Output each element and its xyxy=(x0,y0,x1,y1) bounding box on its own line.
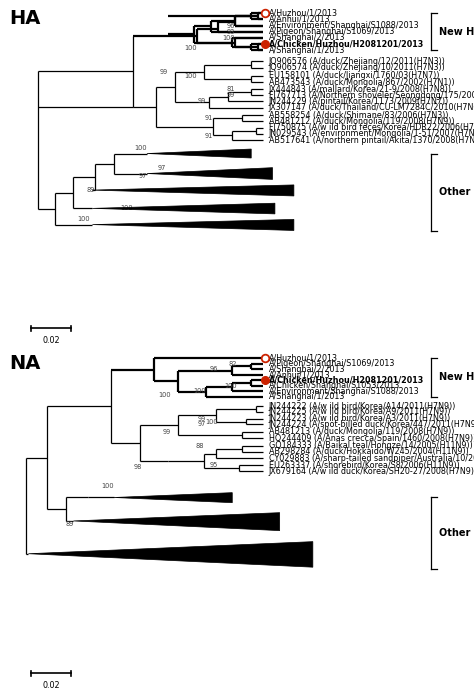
Text: Other N9 lineages: Other N9 lineages xyxy=(439,528,474,538)
Text: A/Huzhou/1/2013: A/Huzhou/1/2013 xyxy=(269,353,338,363)
Text: A/Anhui/1/2013: A/Anhui/1/2013 xyxy=(269,14,330,24)
Text: 100: 100 xyxy=(101,484,114,489)
Text: JN244225 (A/w ild bird/Korea/A9/2011(H7N9)): JN244225 (A/w ild bird/Korea/A9/2011(H7N… xyxy=(269,407,451,417)
Text: 100: 100 xyxy=(205,419,218,424)
Text: 100: 100 xyxy=(77,216,90,222)
Text: 100: 100 xyxy=(120,205,133,210)
Text: AB517641 (A/northern pintail/Akita/1370/2008(H7N7)): AB517641 (A/northern pintail/Akita/1370/… xyxy=(269,135,474,145)
Text: A/Pigeon/Shanghai/S1069/2013: A/Pigeon/Shanghai/S1069/2013 xyxy=(269,27,395,37)
Text: JN244223 (A/w ild bird/Korea/A3/2011(H7N9)): JN244223 (A/w ild bird/Korea/A3/2011(H7N… xyxy=(269,414,451,424)
Text: AB473543 (A/duck/Mongolia/867/2002(H7N1)): AB473543 (A/duck/Mongolia/867/2002(H7N1)… xyxy=(269,77,455,87)
Text: AB481213 (A/duck/Mongolia/119/2008(H7N9)): AB481213 (A/duck/Mongolia/119/2008(H7N9)… xyxy=(269,427,454,437)
Text: JX679164 (A/w ild duck/Korea/SH20-27/2008(H7N9)): JX679164 (A/w ild duck/Korea/SH20-27/200… xyxy=(269,466,474,476)
Text: 100: 100 xyxy=(222,35,235,41)
Text: A/Huzhou/1/2013: A/Huzhou/1/2013 xyxy=(269,8,338,18)
Text: 96: 96 xyxy=(210,366,218,372)
Text: JN029543 (A/environment/Mongolia/1-51/2007(H7N7)): JN029543 (A/environment/Mongolia/1-51/20… xyxy=(269,129,474,139)
Text: 100: 100 xyxy=(158,392,171,397)
Text: A/Chicken/Huzhou/H2081201/2013: A/Chicken/Huzhou/H2081201/2013 xyxy=(269,375,424,385)
Text: A/Shanghai/1/2013: A/Shanghai/1/2013 xyxy=(269,46,345,55)
Text: AB298284 (A/duck/Hokkaido/W245/2004(H11N9)): AB298284 (A/duck/Hokkaido/W245/2004(H11N… xyxy=(269,447,468,457)
Text: 100: 100 xyxy=(224,383,237,388)
Text: NA: NA xyxy=(9,353,41,373)
Text: A/Chicken/Huzhou/H2081201/2013: A/Chicken/Huzhou/H2081201/2013 xyxy=(269,39,424,49)
Text: New H7N9: New H7N9 xyxy=(439,27,474,37)
Text: 100: 100 xyxy=(184,72,197,79)
Polygon shape xyxy=(92,185,294,196)
Text: 89: 89 xyxy=(65,522,73,527)
Text: 99: 99 xyxy=(227,92,235,98)
Text: HQ244409 (A/Anas crecca/Spain/1460/2008(H7N9)): HQ244409 (A/Anas crecca/Spain/1460/2008(… xyxy=(269,433,474,443)
Text: JN244222 (A/w ild bird/Korea/A14/2011(H7N9)): JN244222 (A/w ild bird/Korea/A14/2011(H7… xyxy=(269,402,456,411)
Text: A/Shanghai/2/2013: A/Shanghai/2/2013 xyxy=(269,33,345,43)
Text: HA: HA xyxy=(9,8,41,28)
Text: 89: 89 xyxy=(86,187,95,193)
Text: 99: 99 xyxy=(198,99,206,104)
Text: 91: 91 xyxy=(205,115,213,121)
Polygon shape xyxy=(147,168,273,179)
Text: 100: 100 xyxy=(134,146,147,151)
Text: 96: 96 xyxy=(226,23,235,28)
Text: JX444843 (A/mallard/Korea/21-9/2008(H7N8)): JX444843 (A/mallard/Korea/21-9/2008(H7N8… xyxy=(269,84,452,94)
Polygon shape xyxy=(147,149,251,158)
Text: JN244224 (A/spot-billed duck/Korea/447/2011(H7N9)): JN244224 (A/spot-billed duck/Korea/447/2… xyxy=(269,420,474,429)
Text: 100: 100 xyxy=(193,388,206,394)
Text: 99: 99 xyxy=(198,416,206,422)
Polygon shape xyxy=(92,204,275,214)
Text: Other H7 lineages: Other H7 lineages xyxy=(439,188,474,197)
Text: 91: 91 xyxy=(205,133,213,139)
Text: 97: 97 xyxy=(138,173,147,179)
Text: A/Chicken/Shanghai/S1053/2013: A/Chicken/Shanghai/S1053/2013 xyxy=(269,381,400,391)
Text: 99: 99 xyxy=(160,69,168,75)
Text: JX307147 (A/duck/Thailand/CU-LM7284C/2010(H7N6)): JX307147 (A/duck/Thailand/CU-LM7284C/201… xyxy=(269,103,474,112)
Text: FJ750875 (A/w ild bird feces/Korea/HDR22/2006(H7N7)): FJ750875 (A/w ild bird feces/Korea/HDR22… xyxy=(269,123,474,132)
Text: JQ906574 (A/duck/Zhejiang/10/2011(H7N3)): JQ906574 (A/duck/Zhejiang/10/2011(H7N3)) xyxy=(269,63,446,72)
Text: A/Environment/Shanghai/S1088/2013: A/Environment/Shanghai/S1088/2013 xyxy=(269,21,419,30)
Text: EU158101 (A/duck/Jiangxi/1760/03(H7N7)): EU158101 (A/duck/Jiangxi/1760/03(H7N7)) xyxy=(269,71,439,81)
Text: 97: 97 xyxy=(198,422,206,427)
Text: New H7N9: New H7N9 xyxy=(439,373,474,382)
Text: A/Shanghai/1/2013: A/Shanghai/1/2013 xyxy=(269,392,345,402)
Text: JQ906576 (A/duck/Zhejiang/12/2011(H7N3)): JQ906576 (A/duck/Zhejiang/12/2011(H7N3)) xyxy=(269,57,446,66)
Text: 0.02: 0.02 xyxy=(42,336,60,345)
Text: EU263337 (A/shorebird/Korea/S8/2006(H11N9)): EU263337 (A/shorebird/Korea/S8/2006(H11N… xyxy=(269,460,459,470)
Polygon shape xyxy=(73,513,280,531)
Text: 82: 82 xyxy=(228,361,237,366)
Text: 99: 99 xyxy=(163,429,171,435)
Text: 88: 88 xyxy=(195,443,204,448)
Text: GQ184333 (A/Baikal teal/Hongze/14/2005(H11N9)): GQ184333 (A/Baikal teal/Hongze/14/2005(H… xyxy=(269,441,473,451)
Polygon shape xyxy=(28,542,313,567)
Text: A/Shanghai/2/2013: A/Shanghai/2/2013 xyxy=(269,364,345,374)
Text: 95: 95 xyxy=(210,462,218,468)
Text: 81: 81 xyxy=(226,86,235,92)
Text: A/Pigeon/Shanghai/S1069/2013: A/Pigeon/Shanghai/S1069/2013 xyxy=(269,359,395,368)
Text: 98: 98 xyxy=(134,464,142,471)
Text: FJ767713 (A/Northern shoveler/Seongdong/175/2008(H7N3)): FJ767713 (A/Northern shoveler/Seongdong/… xyxy=(269,90,474,100)
Polygon shape xyxy=(92,219,294,230)
Polygon shape xyxy=(114,493,232,502)
Text: 0.02: 0.02 xyxy=(42,681,60,690)
Text: AB558254 (A/duck/Shimane/83/2006(H7N3)): AB558254 (A/duck/Shimane/83/2006(H7N3)) xyxy=(269,110,448,120)
Text: A/Anhui/1/2013: A/Anhui/1/2013 xyxy=(269,370,330,380)
Text: 97: 97 xyxy=(157,165,166,171)
Text: A/Environment/Shanghai/S1088/2013: A/Environment/Shanghai/S1088/2013 xyxy=(269,386,419,396)
Text: AB481212 (A/duck/Mongolia/119/2008(H7N9)): AB481212 (A/duck/Mongolia/119/2008(H7N9)… xyxy=(269,117,455,126)
Text: 93: 93 xyxy=(227,29,235,34)
Text: CY029883 (A/sharp-tailed sandpiper/Australia/10/2004(H11N9)): CY029883 (A/sharp-tailed sandpiper/Austr… xyxy=(269,453,474,463)
Text: 100: 100 xyxy=(184,45,197,50)
Text: JN244229 (A/pintail/Korea/1173/2009(H7N7)): JN244229 (A/pintail/Korea/1173/2009(H7N7… xyxy=(269,97,449,106)
